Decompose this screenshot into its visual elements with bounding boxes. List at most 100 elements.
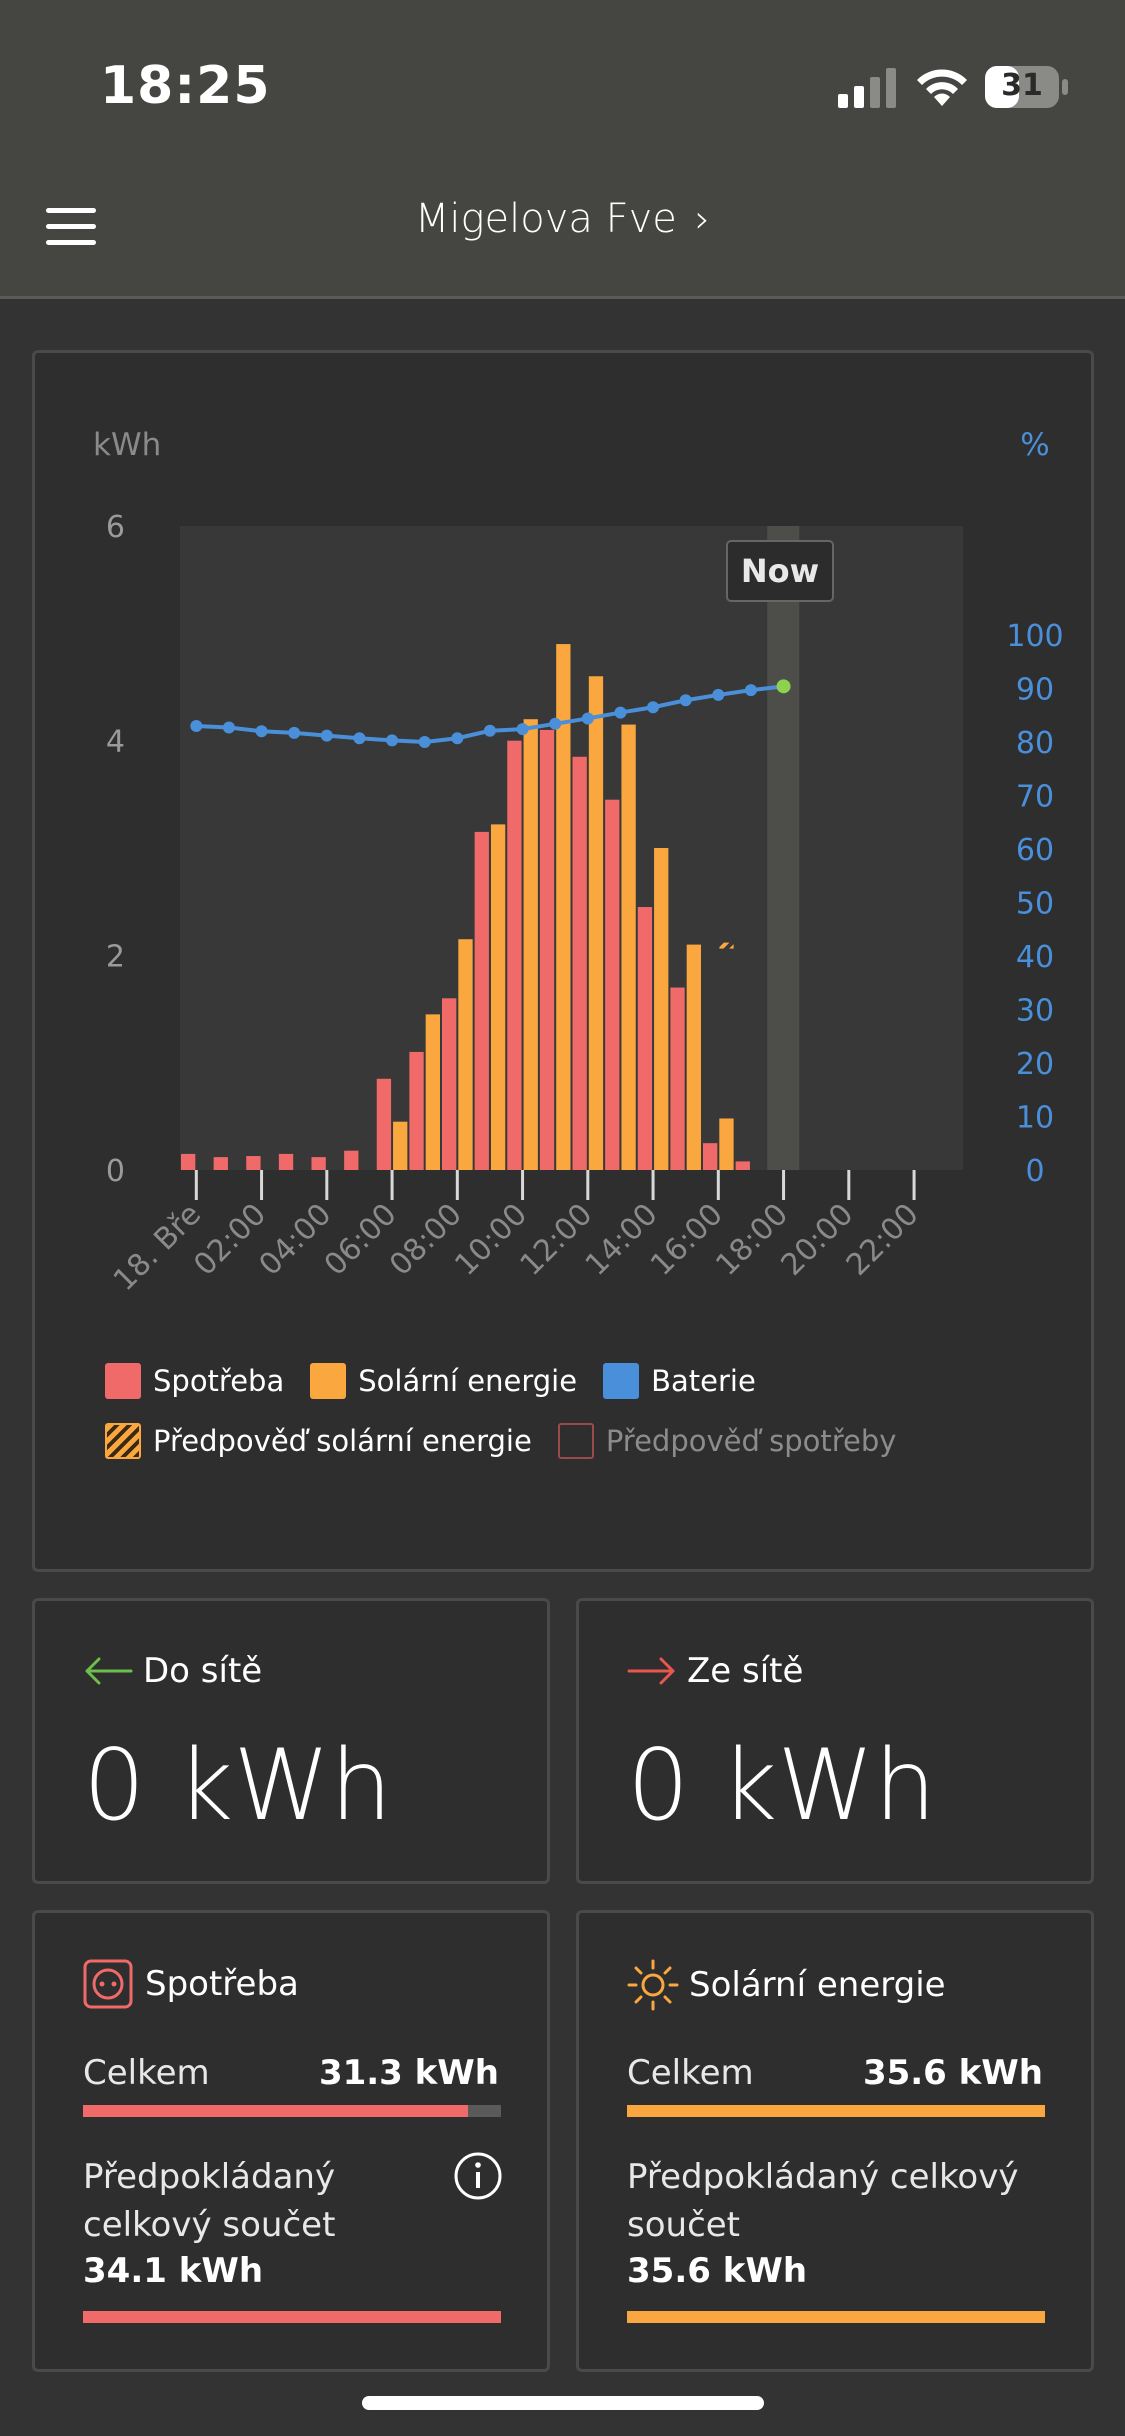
solar-bar (425, 1014, 440, 1170)
from-grid-title: Ze sítě (627, 1651, 803, 1691)
legend-label: Baterie (651, 1364, 756, 1398)
legend-item-solar-forecast[interactable]: Předpověď solární energie (105, 1423, 532, 1459)
legend-item-consumption[interactable]: Spotřeba (105, 1363, 284, 1399)
consumption-forecast-label: Předpokládaný celkový součet (83, 2157, 336, 2245)
y-right-tick-label: 90 (1016, 673, 1054, 708)
y-right-tick-label: 50 (1016, 887, 1054, 922)
home-indicator[interactable] (362, 2396, 764, 2410)
solar-forecast-progress-fill (627, 2311, 1045, 2323)
now-label: Now (741, 552, 819, 590)
solar-forecast-label: Předpokládaný celkový součet (627, 2157, 1019, 2245)
wifi-icon (917, 69, 967, 106)
to-grid-card[interactable]: Do sítě 0 kWh (32, 1598, 550, 1884)
y-right-tick-label: 60 (1016, 833, 1054, 868)
site-selector[interactable]: Migelova Fve › (0, 196, 1125, 242)
solar-forecast-value: 35.6 kWh (627, 2251, 808, 2291)
solar-progress (627, 2105, 1045, 2117)
consumption-total-value: 31.3 kWh (318, 2053, 499, 2093)
y-right-tick-label: 0 (1025, 1154, 1044, 1189)
to-grid-label: Do sítě (143, 1651, 263, 1691)
battery-now-point (776, 679, 791, 694)
consumption-forecast-progress (83, 2311, 501, 2323)
x-tick-label: 18. Bře (107, 1197, 208, 1298)
consumption-bar (442, 998, 457, 1170)
x-tick-label: 12:00 (514, 1197, 600, 1283)
y-right-tick-label: 40 (1016, 940, 1054, 975)
consumption-title-text: Spotřeba (145, 1964, 299, 2004)
solar-card[interactable]: Solární energie Celkem 35.6 kWh Předpokl… (576, 1910, 1094, 2372)
y-right-tick-label: 10 (1016, 1101, 1054, 1136)
legend-row-1: Spotřeba Solární energie Baterie (105, 1363, 782, 1399)
consumption-bar (246, 1156, 261, 1170)
consumption-bar (213, 1157, 228, 1170)
solar-bar (621, 724, 636, 1170)
y-right-tick-label: 100 (1006, 619, 1063, 654)
solar-bar (654, 848, 669, 1170)
consumption-bar (735, 1161, 750, 1170)
y-right-tick-label: 30 (1016, 994, 1054, 1029)
legend-swatch-battery (603, 1363, 640, 1399)
battery-point (647, 701, 660, 714)
battery-point (549, 717, 562, 730)
plot-area (180, 526, 963, 1170)
from-grid-card[interactable]: Ze sítě 0 kWh (576, 1598, 1094, 1884)
consumption-forecast-progress-fill (83, 2311, 501, 2323)
legend-swatch-consumption (105, 1363, 141, 1399)
battery-level: 31 (1001, 68, 1043, 103)
solar-bar (588, 676, 604, 1170)
legend-label: Předpověď solární energie (153, 1424, 532, 1458)
legend-item-solar[interactable]: Solární energie (310, 1363, 577, 1399)
consumption-forecast-value: 34.1 kWh (83, 2251, 264, 2291)
battery-point (451, 732, 464, 745)
x-tick-label: 20:00 (775, 1197, 861, 1283)
x-tick-label: 02:00 (187, 1197, 273, 1283)
cellular-signal-icon (838, 68, 896, 108)
battery-point (222, 721, 235, 734)
consumption-bar (409, 1051, 424, 1170)
consumption-bar (637, 907, 653, 1170)
x-tick-label: 18:00 (709, 1197, 795, 1283)
solar-bar (490, 824, 506, 1170)
legend-label: Solární energie (358, 1364, 578, 1398)
x-tick-label: 14:00 (579, 1197, 665, 1283)
solar-bar (523, 719, 538, 1170)
info-icon[interactable] (453, 2151, 503, 2201)
consumption-bar (181, 1153, 196, 1170)
battery-point (320, 729, 333, 742)
solar-bar (719, 1118, 734, 1170)
battery-point (483, 724, 496, 737)
solar-bar (686, 944, 701, 1170)
hamburger-menu-button[interactable] (46, 202, 98, 254)
consumption-progress-fill (83, 2105, 468, 2117)
legend-swatch-consumption-forecast (557, 1423, 594, 1459)
arrow-left-icon (85, 1657, 133, 1685)
to-grid-title: Do sítě (83, 1651, 262, 1691)
battery-point (679, 694, 692, 707)
y-left-tick-label: 6 (106, 510, 125, 545)
solar-bar (393, 1121, 408, 1170)
consumption-title: Spotřeba (83, 1959, 299, 2009)
x-tick-label: 08:00 (383, 1197, 469, 1283)
consumption-card[interactable]: Spotřeba Celkem 31.3 kWh Předpokládaný c… (32, 1910, 550, 2372)
solar-total-value: 35.6 kWh (862, 2053, 1043, 2093)
y-right-tick-label: 80 (1016, 726, 1054, 761)
solar-forecast-bar (719, 942, 734, 949)
battery-point (255, 725, 268, 738)
solar-total-label: Celkem (627, 2053, 754, 2093)
consumption-bar (507, 740, 522, 1170)
battery-point (581, 712, 594, 725)
from-grid-value: 0 kWh (627, 1729, 937, 1843)
sun-icon (627, 1959, 679, 2011)
legend-row-2: Předpověď solární energie Předpověď spot… (105, 1423, 922, 1459)
consumption-bar (539, 729, 555, 1170)
consumption-progress (83, 2105, 501, 2117)
consumption-bar (376, 1078, 392, 1170)
legend-item-consumption-forecast[interactable]: Předpověď spotřeby (557, 1423, 896, 1459)
y-right-axis-title: % (1020, 427, 1049, 463)
consumption-bar (474, 831, 489, 1170)
legend-item-battery[interactable]: Baterie (603, 1363, 756, 1399)
now-label-box (726, 540, 834, 602)
y-left-tick-label: 0 (106, 1154, 125, 1189)
battery-point (353, 732, 366, 745)
